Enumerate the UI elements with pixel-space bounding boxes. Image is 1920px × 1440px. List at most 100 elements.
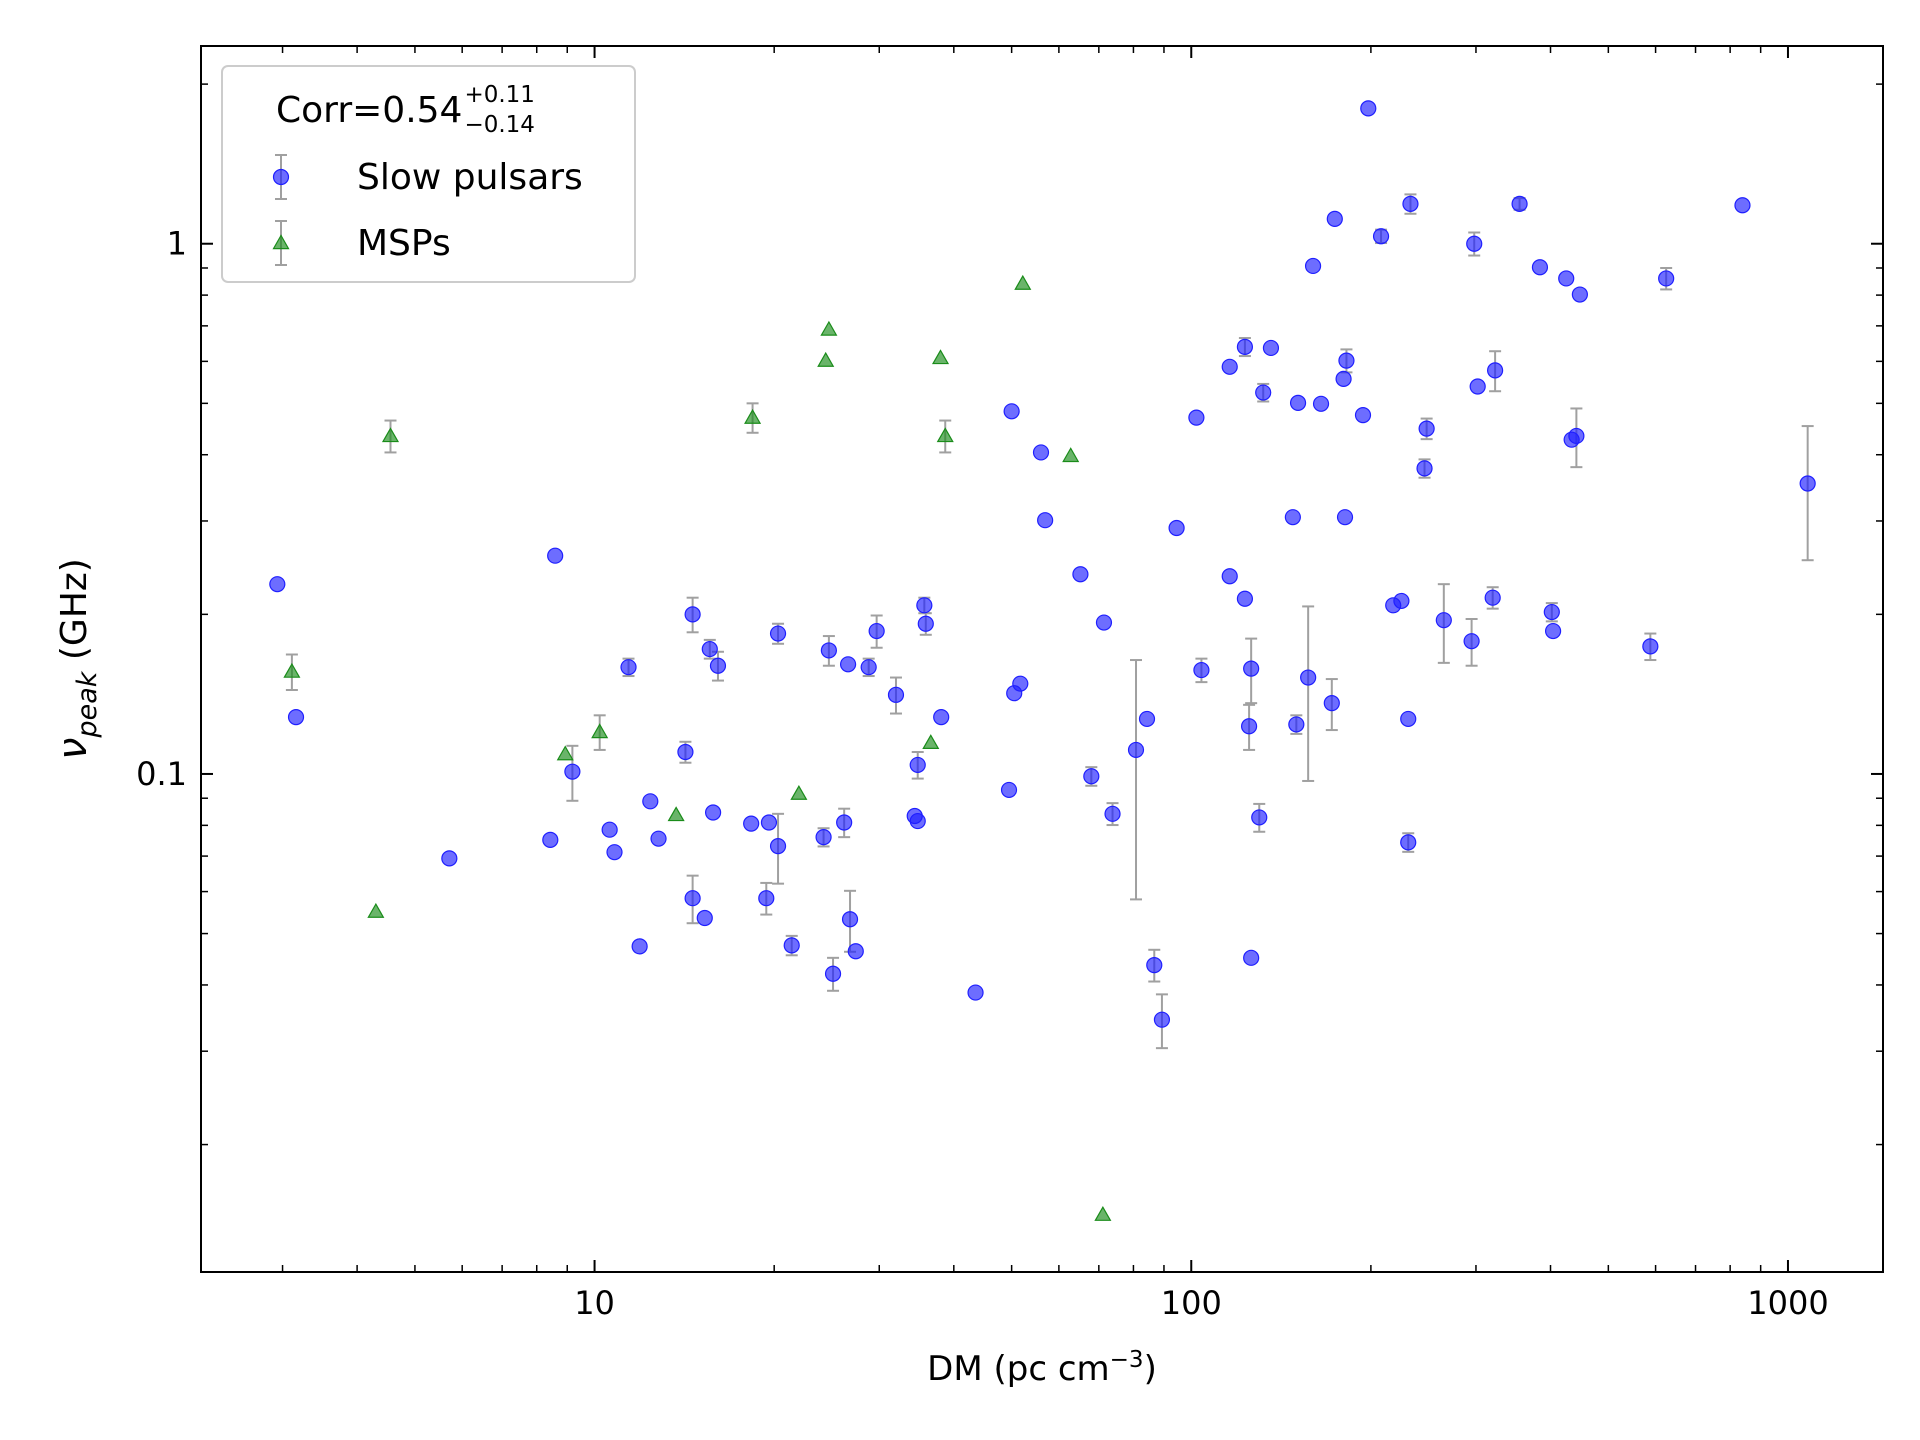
data-point	[620, 659, 637, 676]
legend-marker	[272, 234, 290, 250]
data-point	[769, 625, 787, 642]
data-point	[287, 709, 305, 726]
data-point	[1484, 589, 1501, 606]
data-point	[1469, 378, 1486, 395]
data-point	[1799, 475, 1816, 492]
x-tick-label: 1000	[1747, 1284, 1828, 1322]
data-point	[931, 349, 950, 365]
data-point	[1062, 447, 1080, 463]
data-point	[758, 890, 775, 907]
data-point	[1284, 509, 1301, 526]
data-point	[1146, 957, 1163, 974]
data-point	[1072, 566, 1089, 583]
y-label-sub: peak	[72, 670, 103, 738]
legend-entry: Slow pulsars	[272, 154, 583, 200]
data-point	[677, 743, 694, 761]
data-point	[547, 547, 564, 564]
data-point	[1400, 834, 1417, 851]
data-point	[1243, 660, 1260, 677]
data-point	[1312, 395, 1330, 412]
data-point	[743, 815, 760, 832]
data-point	[744, 408, 762, 424]
y-axis-label: νpeak (GHz)	[50, 558, 103, 760]
legend-entry: MSPs	[272, 220, 451, 266]
data-point	[922, 734, 940, 750]
data-point	[1323, 695, 1340, 712]
data-point	[1571, 286, 1588, 303]
data-point	[709, 657, 727, 674]
data-point	[1335, 370, 1352, 387]
data-point	[1531, 259, 1549, 276]
data-point	[1014, 274, 1032, 290]
data-point	[1288, 716, 1305, 733]
data-point	[1037, 512, 1054, 529]
data-point	[1568, 427, 1585, 445]
data-point	[1418, 420, 1435, 437]
data-point	[1543, 603, 1560, 621]
data-point	[696, 909, 713, 927]
x-tick-label: 10	[574, 1284, 615, 1322]
data-point	[631, 938, 648, 955]
data-point	[684, 890, 701, 907]
data-point	[1416, 460, 1433, 477]
data-point	[1354, 407, 1372, 424]
data-point	[967, 984, 984, 1001]
data-point	[1236, 338, 1254, 355]
data-point	[847, 943, 864, 960]
data-point	[704, 804, 722, 821]
data-point	[1012, 675, 1029, 692]
data-point	[1236, 590, 1254, 607]
data-point	[916, 597, 933, 614]
error-bar	[1302, 605, 1315, 782]
data-point	[556, 745, 574, 761]
data-point	[1463, 633, 1480, 650]
y-label-unit: (GHz)	[54, 558, 95, 671]
data-point	[606, 844, 623, 861]
data-point	[1153, 1011, 1171, 1028]
data-point	[836, 814, 853, 831]
data-point	[790, 784, 808, 800]
data-point	[367, 902, 385, 918]
data-point	[1083, 768, 1100, 785]
data-point	[868, 622, 885, 640]
data-point	[1104, 805, 1121, 822]
legend-title-sup: +0.11	[464, 82, 534, 108]
data-point	[1221, 358, 1238, 375]
legend-marker	[272, 168, 290, 186]
data-point	[839, 656, 857, 673]
data-point	[909, 756, 926, 774]
data-point	[381, 427, 400, 443]
data-point	[1372, 228, 1390, 245]
y-tick-label: 0.1	[136, 755, 187, 793]
data-point	[769, 838, 787, 855]
data-point	[1095, 614, 1113, 631]
data-point	[841, 911, 859, 928]
error-bar	[1801, 425, 1814, 562]
data-point	[817, 351, 835, 367]
data-point	[650, 830, 667, 847]
data-point	[815, 829, 832, 846]
y-tick-label: 1	[167, 225, 187, 263]
data-point	[1558, 270, 1575, 287]
data-point	[1193, 661, 1210, 679]
data-point	[917, 615, 934, 632]
data-point	[933, 709, 950, 726]
legend-label: Slow pulsars	[357, 157, 583, 198]
data-point	[591, 723, 609, 739]
y-label-symbol: ν	[50, 738, 96, 760]
data-point	[1255, 384, 1272, 401]
data-point	[1642, 638, 1659, 655]
data-point	[1032, 444, 1050, 461]
data-point	[860, 659, 877, 676]
data-point	[1511, 195, 1528, 212]
data-point	[909, 812, 926, 830]
data-point	[1400, 710, 1417, 728]
data-point	[564, 763, 581, 780]
data-point	[441, 850, 458, 867]
data-point	[1168, 519, 1185, 537]
data-point	[1658, 270, 1675, 287]
data-point	[642, 793, 659, 810]
data-point	[1544, 622, 1562, 640]
data-point	[1393, 592, 1410, 610]
